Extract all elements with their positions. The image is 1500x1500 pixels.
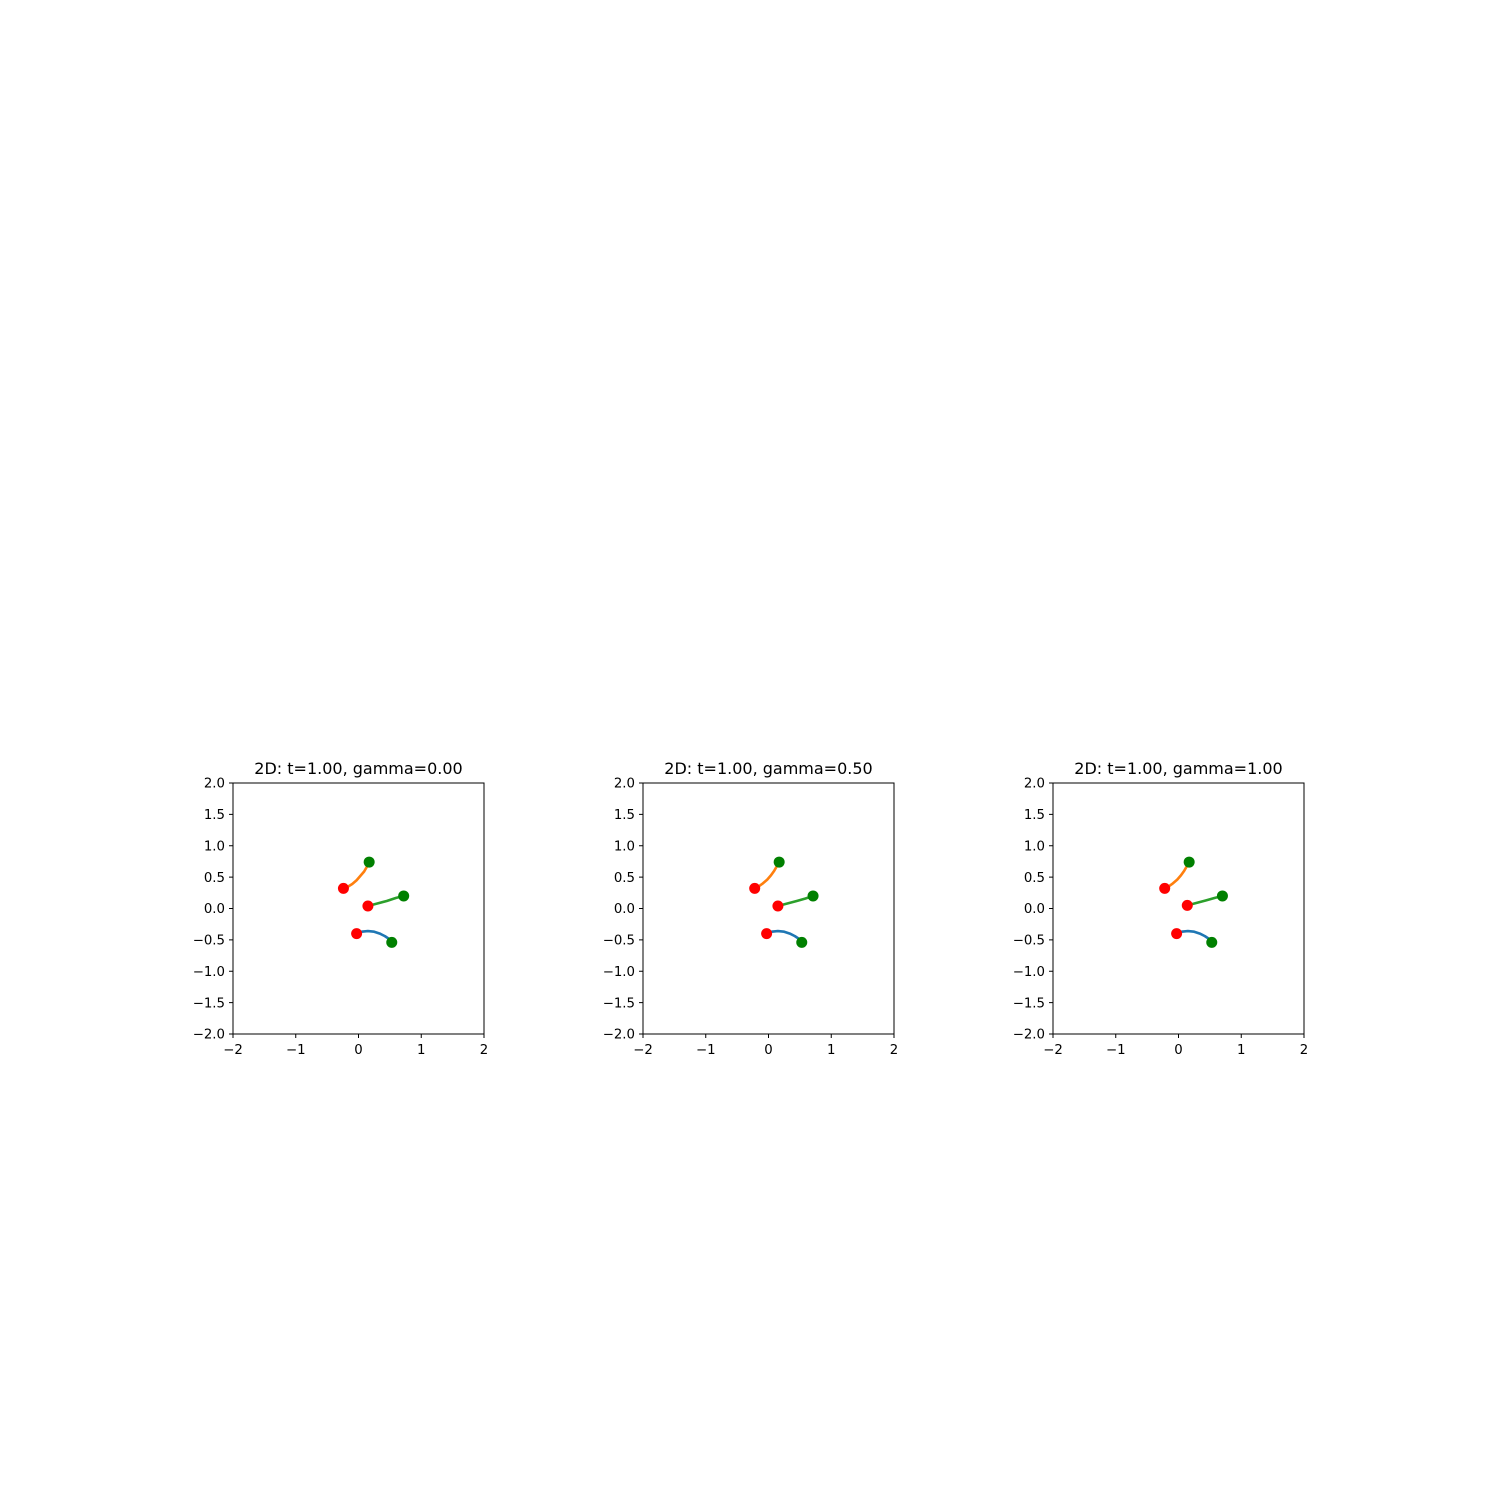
- y-tick-label: −0.5: [193, 934, 225, 949]
- x-tick-label: 0: [764, 1043, 772, 1058]
- y-tick-label: 0.5: [204, 871, 225, 886]
- y-tick-label: −1.5: [193, 996, 225, 1011]
- end-point: [398, 890, 410, 902]
- start-point: [749, 882, 761, 894]
- y-tick-label: −2.0: [1013, 1028, 1045, 1043]
- y-tick-label: −1.5: [603, 996, 635, 1011]
- y-tick-label: −0.5: [1013, 934, 1045, 949]
- y-tick-label: 2.0: [204, 777, 225, 792]
- y-tick-label: 1.5: [1024, 808, 1045, 823]
- x-tick-label: 2: [890, 1043, 898, 1058]
- y-tick-label: 0.0: [1024, 902, 1045, 917]
- x-tick-label: 2: [480, 1043, 488, 1058]
- panel-title: 2D: t=1.00, gamma=0.50: [664, 759, 872, 778]
- axes-frame: [1052, 782, 1305, 1035]
- plot-area: [1053, 783, 1304, 1034]
- y-tick-label: 2.0: [1024, 777, 1045, 792]
- end-point: [807, 890, 819, 902]
- x-tick-label: 1: [827, 1043, 835, 1058]
- x-tick-label: −2: [1043, 1043, 1063, 1058]
- y-tick-label: −2.0: [193, 1028, 225, 1043]
- end-point: [1206, 936, 1218, 948]
- start-point: [772, 900, 784, 912]
- y-tick-label: −0.5: [603, 934, 635, 949]
- y-tick-label: 1.0: [1024, 839, 1045, 854]
- end-point: [796, 936, 808, 948]
- axes-frame: [232, 782, 485, 1035]
- y-tick-label: 2.0: [614, 777, 635, 792]
- x-tick-label: −2: [223, 1043, 243, 1058]
- panel-title: 2D: t=1.00, gamma=1.00: [1074, 759, 1282, 778]
- y-tick-label: −1.0: [1013, 965, 1045, 980]
- start-point: [362, 900, 374, 912]
- y-tick-label: 1.5: [204, 808, 225, 823]
- panel-3: 2D: t=1.00, gamma=1.00 −2 −1 0 1 2 −2.0 −1.5 −1.…: [1013, 759, 1309, 1058]
- y-tick-label: −2.0: [603, 1028, 635, 1043]
- start-point: [761, 928, 773, 940]
- panel-2: 2D: t=1.00, gamma=0.50 −2 −1 0 1 2 −2.0 −1.5 −1.…: [603, 759, 899, 1058]
- plot-area: [643, 783, 894, 1034]
- trajectory-line-1: [355, 929, 394, 944]
- x-tick-label: 2: [1300, 1043, 1308, 1058]
- y-tick-label: −1.0: [603, 965, 635, 980]
- x-tick-label: 1: [1237, 1043, 1245, 1058]
- y-tick-label: 0.5: [614, 871, 635, 886]
- end-point: [386, 936, 398, 948]
- axes-frame: [642, 782, 895, 1035]
- y-tick-label: 0.0: [204, 902, 225, 917]
- y-tick-label: 0.5: [1024, 871, 1045, 886]
- x-tick-label: 0: [1174, 1043, 1182, 1058]
- plot-area: [233, 783, 484, 1034]
- x-tick-label: 0: [354, 1043, 362, 1058]
- end-point: [1183, 856, 1195, 868]
- end-point: [773, 856, 785, 868]
- start-point: [1171, 928, 1183, 940]
- y-tick-label: −1.0: [193, 965, 225, 980]
- x-tick-label: −2: [633, 1043, 653, 1058]
- y-tick-label: 1.5: [614, 808, 635, 823]
- end-point: [1216, 890, 1228, 902]
- y-tick-label: −1.5: [1013, 996, 1045, 1011]
- panel-title: 2D: t=1.00, gamma=0.00: [254, 759, 462, 778]
- x-tick-label: −1: [286, 1043, 306, 1058]
- y-tick-label: 0.0: [614, 902, 635, 917]
- trajectory-line-1: [1175, 929, 1214, 944]
- y-tick-label: 1.0: [614, 839, 635, 854]
- x-tick-label: 1: [417, 1043, 425, 1058]
- x-tick-label: −1: [1106, 1043, 1126, 1058]
- end-point: [363, 856, 375, 868]
- start-point: [337, 882, 349, 894]
- trajectory-line-1: [765, 929, 804, 944]
- panel-1: 2D: t=1.00, gamma=0.00 −2 −1 0 1 2 −2.0 −1.5 −1.…: [193, 759, 489, 1058]
- start-point: [351, 928, 363, 940]
- y-tick-label: 1.0: [204, 839, 225, 854]
- x-tick-label: −1: [696, 1043, 716, 1058]
- start-point: [1159, 882, 1171, 894]
- start-point: [1181, 899, 1193, 911]
